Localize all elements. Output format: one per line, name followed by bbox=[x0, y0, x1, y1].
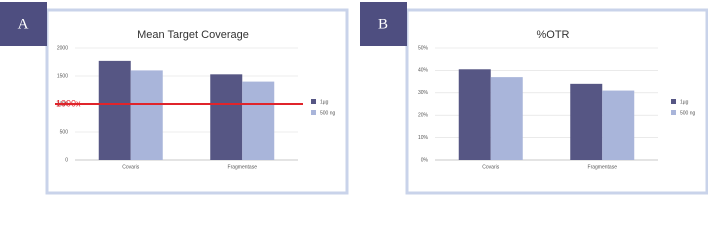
y-tick-label: 0 bbox=[65, 157, 68, 163]
legend-label: 1µg bbox=[680, 99, 689, 105]
legend-swatch bbox=[671, 99, 676, 104]
x-tick-label: Covaris bbox=[482, 164, 499, 170]
y-tick-label: 0% bbox=[421, 157, 429, 163]
chart-title: Mean Target Coverage bbox=[137, 29, 249, 41]
x-tick-label: Covaris bbox=[122, 164, 139, 170]
y-tick-label: 30% bbox=[418, 90, 429, 96]
panel-label-box bbox=[360, 2, 407, 46]
bar bbox=[490, 77, 523, 160]
y-tick-label: 10% bbox=[418, 135, 429, 141]
bar bbox=[570, 83, 603, 160]
bar bbox=[130, 70, 163, 160]
panel-label-box bbox=[0, 2, 47, 46]
x-tick-label: Fragmentase bbox=[228, 164, 258, 170]
legend-swatch bbox=[311, 99, 316, 104]
figure: A B Mean Target Coverage0500100015002000… bbox=[0, 2, 708, 195]
reference-label: 1000x bbox=[56, 98, 81, 108]
legend-label: 500 ng bbox=[320, 110, 336, 116]
legend-label: 1µg bbox=[320, 99, 329, 105]
chart-frame bbox=[405, 8, 708, 195]
bar bbox=[242, 81, 275, 160]
bar bbox=[458, 69, 491, 160]
bar bbox=[602, 90, 635, 160]
bar bbox=[98, 60, 131, 160]
y-tick-label: 2000 bbox=[57, 45, 68, 51]
y-tick-label: 40% bbox=[418, 68, 429, 74]
legend-swatch bbox=[671, 110, 676, 115]
y-tick-label: 500 bbox=[60, 129, 69, 135]
panel-label: B bbox=[378, 16, 388, 32]
legend-label: 500 ng bbox=[680, 110, 696, 116]
y-tick-label: 1500 bbox=[57, 73, 68, 79]
panel-label: A bbox=[18, 16, 29, 32]
bar bbox=[210, 74, 243, 160]
chart-frame bbox=[45, 8, 349, 195]
x-tick-label: Fragmentase bbox=[588, 164, 618, 170]
y-tick-label: 50% bbox=[418, 45, 429, 51]
legend-swatch bbox=[311, 110, 316, 115]
y-tick-label: 20% bbox=[418, 113, 429, 119]
chart-title: %OTR bbox=[537, 29, 570, 41]
